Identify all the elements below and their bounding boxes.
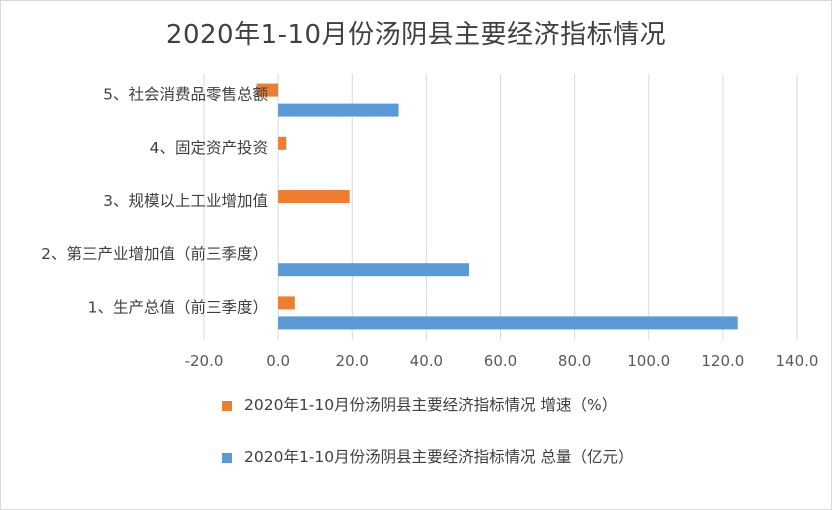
x-tick-label-2: 20.0: [336, 352, 369, 370]
bar-growth-4: [278, 136, 287, 150]
bar-growth-3: [278, 190, 350, 203]
bar-growth-1: [278, 296, 295, 310]
x-tick-label-6: 100.0: [627, 352, 670, 370]
bar-total-2: [278, 263, 469, 277]
category-label-5: 5、社会消费品零售总额: [103, 86, 268, 104]
category-label-1: 1、生产总值（前三季度）: [88, 298, 268, 316]
legend-swatch-growth: [222, 401, 232, 411]
legend-label-growth: 2020年1-10月份汤阴县主要经济指标情况 增速（%）: [244, 396, 618, 414]
legend-label-total: 2020年1-10月份汤阴县主要经济指标情况 总量（亿元）: [244, 448, 634, 466]
legend-item-growth: 2020年1-10月份汤阴县主要经济指标情况 增速（%）: [222, 394, 644, 416]
bar-total-5: [278, 103, 399, 117]
x-tick-label-3: 40.0: [410, 352, 443, 370]
x-tick-label-1: 0.0: [266, 352, 290, 370]
x-tick-label-4: 60.0: [484, 352, 517, 370]
bar-total-1: [278, 316, 738, 330]
legend-swatch-total: [222, 453, 232, 463]
x-tick-label-0: -20.0: [185, 352, 224, 370]
category-label-2: 2、第三产业增加值（前三季度）: [41, 245, 268, 263]
x-tick-label-5: 80.0: [558, 352, 591, 370]
category-label-3: 3、规模以上工业增加值: [103, 192, 268, 210]
x-tick-label-8: 140.0: [776, 352, 819, 370]
bar-growth-5: [256, 83, 279, 97]
legend-item-total: 2020年1-10月份汤阴县主要经济指标情况 总量（亿元）: [222, 446, 644, 468]
chart-title: 2020年1-10月份汤阴县主要经济指标情况: [165, 20, 667, 50]
category-label-4: 4、固定资产投资: [150, 139, 268, 157]
x-tick-label-7: 120.0: [701, 352, 744, 370]
